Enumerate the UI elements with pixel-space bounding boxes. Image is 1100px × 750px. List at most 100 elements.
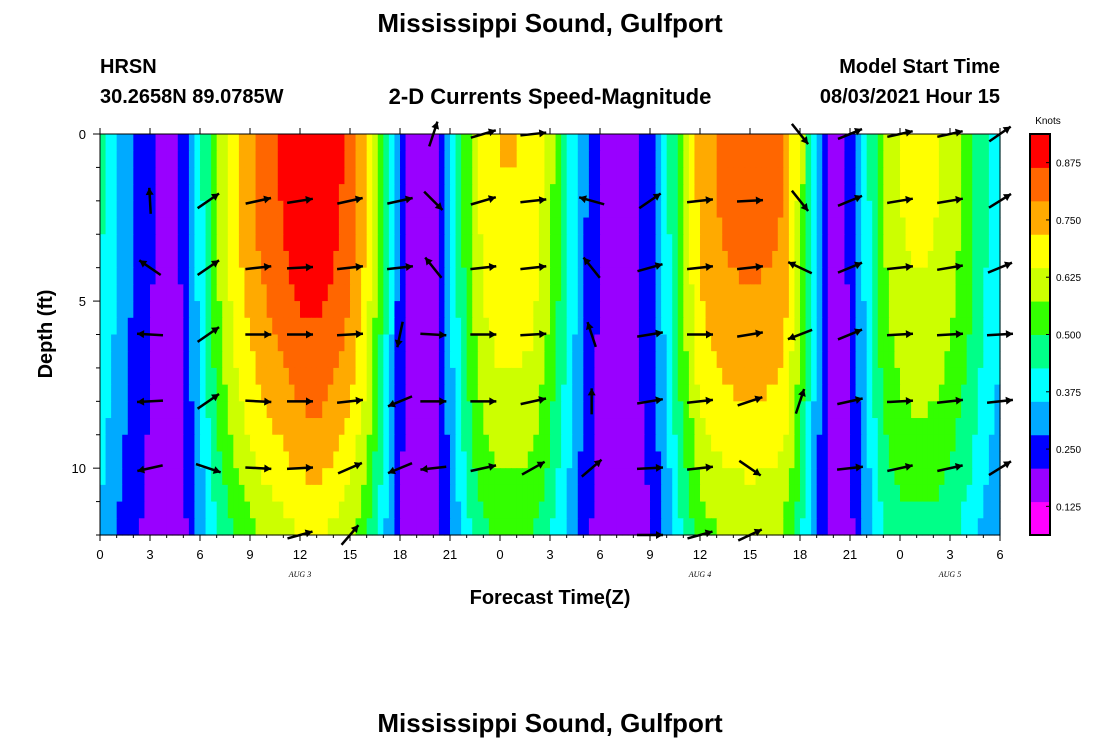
heatmap-cell <box>844 451 851 469</box>
heatmap-cell <box>200 351 207 369</box>
heatmap-cell <box>444 418 451 436</box>
heatmap-cell <box>288 351 296 369</box>
heatmap-cell <box>227 267 234 285</box>
heatmap-cell <box>583 267 590 285</box>
heatmap-cell <box>844 384 851 402</box>
heatmap-cell <box>927 434 934 453</box>
heatmap-cell <box>455 367 462 386</box>
heatmap-cell <box>672 167 679 185</box>
heatmap-cell <box>916 150 923 169</box>
current-vector <box>521 460 546 476</box>
heatmap-cell <box>438 351 446 369</box>
heatmap-cell <box>733 351 740 369</box>
heatmap-cell <box>833 351 840 369</box>
heatmap-cell <box>788 451 796 469</box>
heatmap-cell <box>533 351 540 369</box>
heatmap-cell <box>988 418 996 436</box>
heatmap-cell <box>738 134 746 152</box>
heatmap-cell <box>561 267 568 285</box>
heatmap-cell <box>183 518 190 536</box>
heatmap-cell <box>416 234 423 252</box>
heatmap-cell <box>272 200 279 219</box>
heatmap-cell <box>938 250 946 269</box>
heatmap-cell <box>844 267 851 285</box>
heatmap-cell <box>572 451 579 469</box>
heatmap-cell <box>105 134 112 152</box>
heatmap-cell <box>694 134 701 152</box>
heatmap-cell <box>427 167 434 185</box>
heatmap-cell <box>794 484 801 503</box>
heatmap-cell <box>588 367 596 386</box>
heatmap-cell <box>416 184 423 202</box>
heatmap-cell <box>122 134 129 152</box>
heatmap-cell <box>455 484 462 503</box>
heatmap-cell <box>783 150 790 169</box>
heatmap-cell <box>861 401 868 419</box>
current-vector <box>787 261 813 275</box>
heatmap-cell <box>966 317 973 336</box>
heatmap-cell <box>694 250 701 269</box>
heatmap-cell <box>188 484 196 503</box>
heatmap-cell <box>444 200 451 219</box>
heatmap-cell <box>516 150 523 169</box>
heatmap-cell <box>188 217 196 235</box>
heatmap-cell <box>450 200 457 219</box>
heatmap-cell <box>972 301 979 319</box>
heatmap-cell <box>627 334 634 352</box>
heatmap-cell <box>616 351 623 369</box>
heatmap-cell <box>788 150 796 169</box>
heatmap-cell <box>950 434 957 453</box>
heatmap-cell <box>555 501 562 519</box>
heatmap-cell <box>627 351 634 369</box>
heatmap-cell <box>477 384 484 402</box>
heatmap-cell <box>783 451 790 469</box>
heatmap-cell <box>616 367 623 386</box>
heatmap-cell <box>850 484 857 503</box>
heatmap-cell <box>738 351 746 369</box>
heatmap-cell <box>938 401 946 419</box>
heatmap-cell <box>516 200 523 219</box>
heatmap-cell <box>177 317 184 336</box>
heatmap-cell <box>861 167 868 185</box>
heatmap-cell <box>994 434 1001 453</box>
heatmap-cell <box>294 184 301 202</box>
heatmap-cell <box>222 367 229 386</box>
heatmap-cell <box>805 418 812 436</box>
vector-head <box>263 263 272 271</box>
heatmap-cell <box>344 317 351 336</box>
vector-head <box>264 397 272 406</box>
heatmap-cell <box>294 301 301 319</box>
heatmap-cell <box>594 367 601 386</box>
current-vector <box>790 189 810 212</box>
heatmap-cell <box>905 334 912 352</box>
heatmap-cell <box>100 418 107 436</box>
heatmap-cell <box>100 134 107 152</box>
vector-head <box>353 462 362 470</box>
heatmap-cell <box>955 501 962 519</box>
heatmap-cell <box>705 167 712 185</box>
heatmap-cell <box>888 434 896 453</box>
heatmap-cell <box>283 267 290 285</box>
heatmap-cell <box>411 267 418 285</box>
heatmap-cell <box>672 501 679 519</box>
heatmap-cell <box>183 401 190 419</box>
heatmap-cell <box>533 184 540 202</box>
heatmap-cell <box>983 234 990 252</box>
heatmap-cell <box>633 401 640 419</box>
heatmap-cell <box>855 267 862 285</box>
vector-head <box>854 328 863 336</box>
heatmap-cell <box>527 351 534 369</box>
heatmap-cell <box>805 451 812 469</box>
heatmap-cell <box>272 150 279 169</box>
heatmap-cell <box>305 401 312 419</box>
heatmap-cell <box>811 184 818 202</box>
heatmap-cell <box>483 451 490 469</box>
heatmap-cell <box>888 200 896 219</box>
heatmap-cell <box>772 167 779 185</box>
heatmap-cell <box>633 518 640 536</box>
heatmap-cell <box>327 184 334 202</box>
heatmap-cell <box>600 451 607 469</box>
heatmap-cell <box>144 484 151 503</box>
heatmap-cell <box>622 501 629 519</box>
heatmap-cell <box>538 250 546 269</box>
